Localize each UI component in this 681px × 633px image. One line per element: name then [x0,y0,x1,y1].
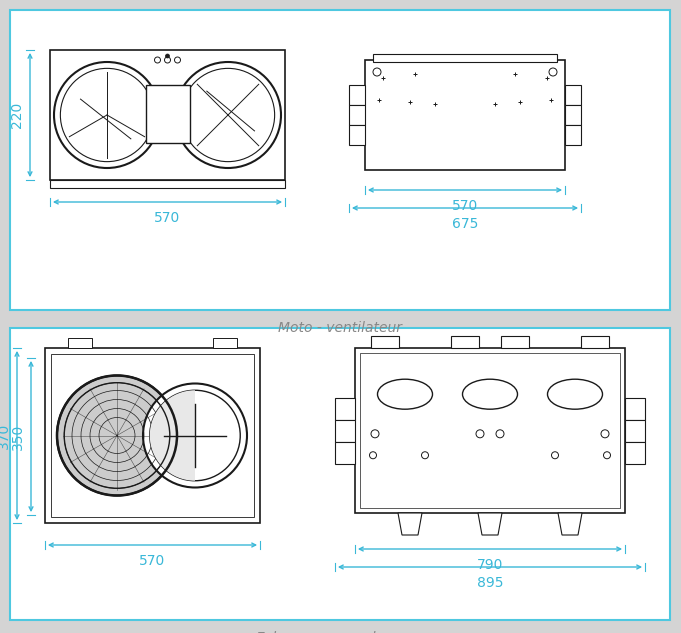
Polygon shape [558,513,582,535]
Text: 570: 570 [452,199,478,213]
Bar [365,60,565,170]
Bar [10,10,670,310]
Circle shape [476,430,484,438]
Circle shape [603,452,610,459]
Circle shape [155,57,161,63]
Circle shape [54,62,160,168]
Text: 790: 790 [477,558,503,572]
Text: 675: 675 [452,217,478,231]
Bar [335,441,355,463]
Bar [625,420,645,441]
Bar [349,125,365,145]
Circle shape [143,384,247,487]
Bar [349,105,365,125]
Circle shape [165,57,170,63]
Bar [371,336,399,348]
Circle shape [150,391,240,480]
Bar [10,328,670,620]
Circle shape [57,375,177,496]
Circle shape [422,452,428,459]
Bar [335,420,355,441]
Ellipse shape [462,379,518,409]
Bar [50,180,285,188]
Bar [50,50,285,180]
Polygon shape [478,513,502,535]
Circle shape [61,68,154,161]
Text: 220: 220 [10,102,24,128]
Bar [581,336,609,348]
Text: Moto - ventilateur: Moto - ventilateur [278,321,402,335]
Circle shape [552,452,558,459]
Bar [565,105,581,125]
Ellipse shape [548,379,603,409]
Bar [565,125,581,145]
Bar [349,85,365,105]
Circle shape [165,54,170,58]
Bar [355,348,625,513]
Bar [501,336,529,348]
Text: 570: 570 [155,211,180,225]
Bar [360,353,620,508]
Bar [451,336,479,348]
Bar [51,354,254,517]
Bar [68,338,92,348]
Circle shape [549,68,557,76]
Circle shape [601,430,609,438]
Circle shape [370,452,377,459]
Text: 895: 895 [477,576,503,590]
Wedge shape [150,391,195,480]
Text: Echangeur avec by-pass: Echangeur avec by-pass [255,631,424,633]
Circle shape [373,68,381,76]
Bar [373,54,557,62]
Bar [625,441,645,463]
Bar [45,348,260,523]
Text: 570: 570 [140,554,165,568]
Polygon shape [398,513,422,535]
Circle shape [371,430,379,438]
Bar [625,398,645,420]
Bar [146,85,189,143]
Ellipse shape [377,379,432,409]
Circle shape [175,62,281,168]
Bar [335,398,355,420]
Circle shape [174,57,180,63]
Text: 350: 350 [11,423,25,449]
Circle shape [181,68,274,161]
Circle shape [496,430,504,438]
Text: 370: 370 [0,422,11,449]
Bar [213,338,237,348]
Bar [565,85,581,105]
